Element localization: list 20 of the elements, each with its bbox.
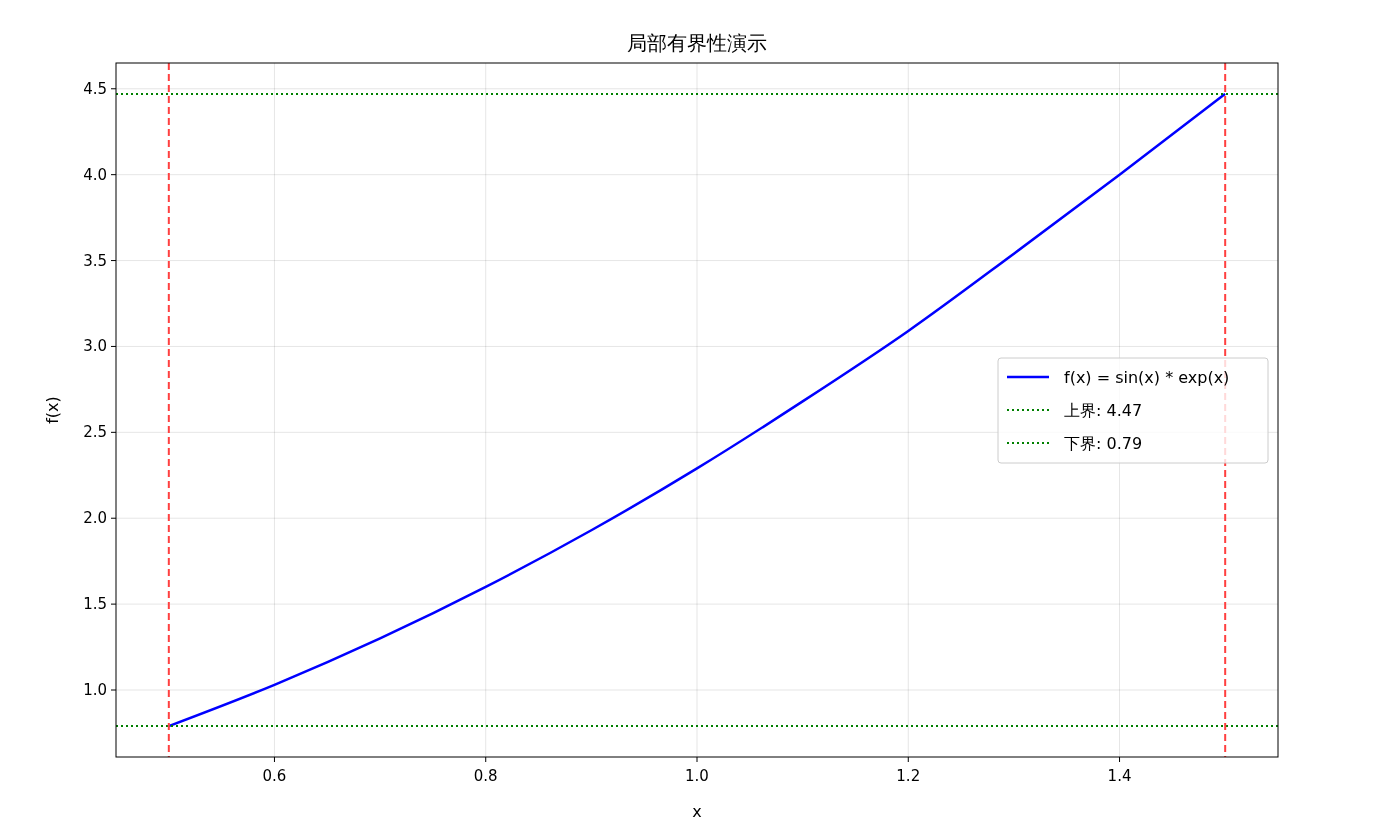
y-tick-label: 4.0 — [83, 165, 107, 184]
y-tick-label: 2.5 — [83, 423, 107, 442]
y-tick-label: 3.5 — [83, 251, 107, 270]
legend-label: 下界: 0.79 — [1064, 434, 1143, 453]
y-tick-label: 2.0 — [83, 509, 107, 528]
line-series — [167, 92, 1227, 728]
x-tick-label: 0.6 — [262, 767, 287, 785]
y-tick-label: 3.0 — [83, 337, 107, 356]
x-tick-label: 0.8 — [473, 767, 498, 785]
y-tick-label: 1.0 — [83, 681, 107, 699]
x-tick-label: 1.0 — [685, 767, 709, 785]
legend-label: f(x) = sin(x) * exp(x) — [1064, 368, 1230, 387]
y-tick-label: 1.5 — [83, 595, 107, 614]
x-tick-label: 1.2 — [896, 767, 921, 785]
x-tick-label: 1.4 — [1107, 767, 1132, 785]
y-tick-label: 4.5 — [83, 79, 107, 98]
y-axis-title: f(x) — [43, 396, 62, 424]
chart-title: 局部有界性演示 — [627, 31, 767, 55]
x-axis-title: x — [692, 802, 702, 821]
legend-label: 上界: 4.47 — [1064, 401, 1143, 420]
